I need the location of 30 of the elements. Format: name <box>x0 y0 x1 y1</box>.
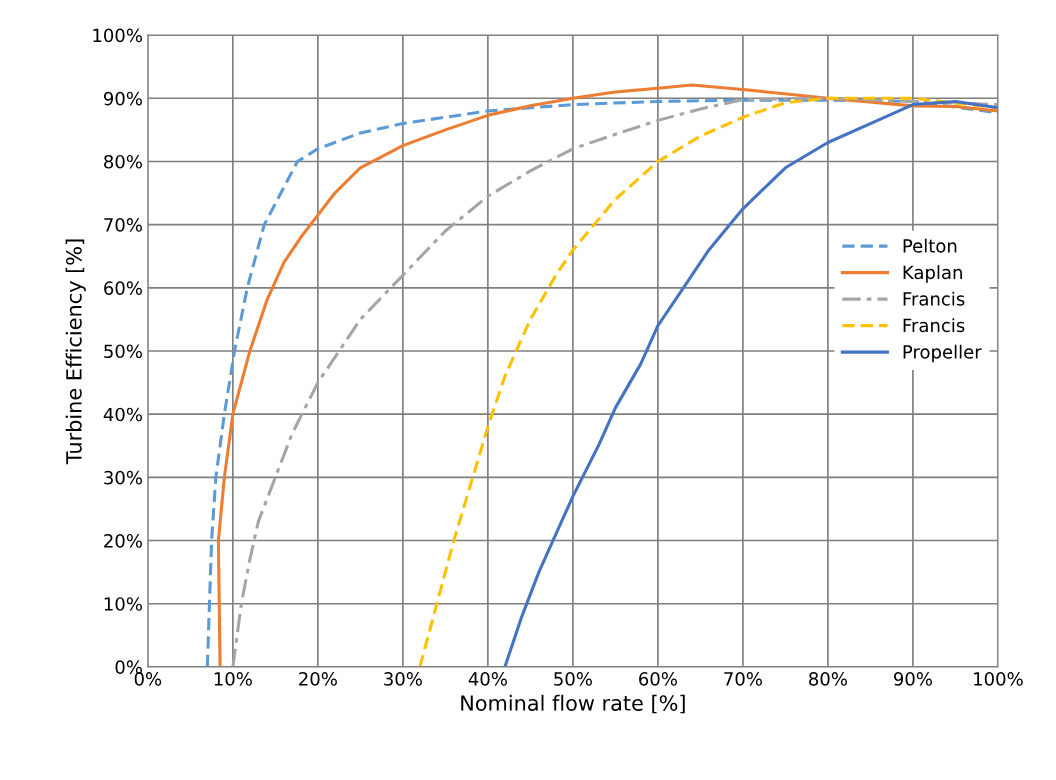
x-tick-label: 90% <box>893 672 932 686</box>
y-tick-label: 90% <box>103 91 142 106</box>
x-tick-label: 10% <box>214 672 252 686</box>
x-tick-label: 70% <box>724 672 762 686</box>
line-series <box>503 99 998 667</box>
x-tick-label: 40% <box>468 672 507 686</box>
x-tick-label: 60% <box>639 672 677 686</box>
x-tick-label: 0% <box>134 672 162 686</box>
y-axis-title: Turbine Efficiency [%] <box>65 239 86 465</box>
y-tick-label: 70% <box>104 218 142 232</box>
y-tick-label: 40% <box>103 407 142 422</box>
y-tick-label: 20% <box>104 534 142 548</box>
y-tick-label: 30% <box>104 470 142 485</box>
x-tick-label: 100% <box>974 672 1023 686</box>
y-tick-label: 100% <box>93 28 142 43</box>
legend-label: Propeller <box>903 344 982 363</box>
legend-label: Francis <box>903 318 965 333</box>
legend-label: Pelton <box>903 238 957 253</box>
y-tick-label: 10% <box>104 597 142 611</box>
x-axis-title: Nominal flow rate [%] <box>461 694 685 714</box>
y-tick-label: 0% <box>115 660 142 675</box>
x-tick-label: 30% <box>384 672 422 686</box>
x-tick-label: 50% <box>554 672 592 686</box>
y-tick-label: 80% <box>104 154 142 169</box>
x-tick-label: 20% <box>299 672 337 686</box>
y-tick-label: 60% <box>104 281 142 295</box>
x-tick-label: 80% <box>809 672 847 686</box>
y-tick-label: 50% <box>104 344 142 359</box>
legend-label: Kaplan <box>903 265 962 283</box>
legend-label: Francis <box>903 291 965 306</box>
